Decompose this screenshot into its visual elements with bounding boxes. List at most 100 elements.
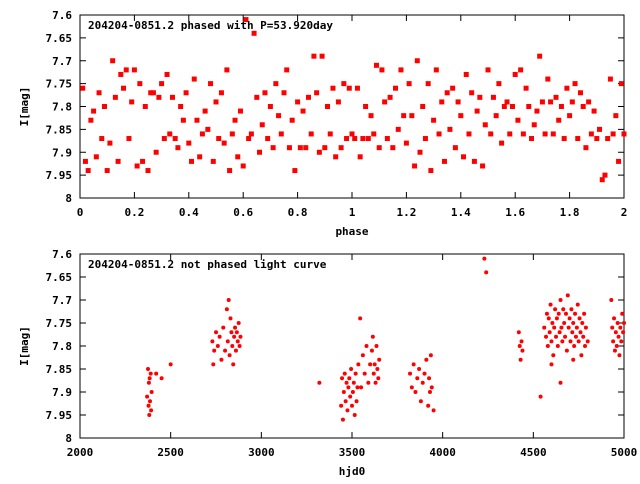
- data-point: [515, 117, 521, 123]
- data-point: [126, 136, 132, 142]
- data-point: [224, 307, 229, 312]
- data-point: [352, 413, 357, 417]
- data-point: [330, 85, 336, 91]
- data-point: [213, 99, 219, 105]
- data-point: [408, 371, 413, 376]
- phased-x-tick-label: 2: [621, 206, 628, 219]
- data-point: [159, 81, 165, 87]
- data-point: [156, 94, 162, 100]
- data-point: [327, 131, 333, 137]
- data-point: [246, 136, 252, 142]
- data-point: [578, 330, 583, 335]
- data-point: [414, 58, 420, 64]
- data-point: [360, 136, 366, 142]
- data-point: [415, 376, 420, 381]
- data-point: [189, 158, 195, 164]
- data-point: [348, 394, 353, 399]
- unphased-y-tick-label: 7.9: [52, 386, 72, 399]
- data-point: [576, 339, 581, 344]
- data-point: [482, 122, 488, 128]
- data-point: [499, 140, 505, 146]
- data-point: [413, 390, 418, 394]
- data-point: [436, 131, 442, 137]
- data-point: [218, 90, 224, 96]
- data-point: [409, 113, 415, 119]
- data-point: [237, 108, 243, 114]
- data-point: [248, 131, 254, 137]
- data-point: [333, 154, 339, 160]
- data-point: [583, 325, 588, 330]
- data-point: [214, 330, 218, 335]
- phased-data-points: [80, 17, 627, 183]
- data-point: [469, 90, 475, 96]
- data-point: [572, 344, 577, 348]
- data-point: [455, 99, 461, 105]
- data-point: [577, 90, 583, 96]
- data-point: [563, 334, 568, 339]
- data-point: [229, 330, 234, 335]
- phased-x-tick-label: 1.2: [396, 206, 416, 219]
- data-point: [345, 408, 350, 413]
- data-point: [344, 380, 349, 385]
- data-point: [286, 145, 292, 151]
- data-point: [228, 316, 233, 321]
- data-point: [424, 357, 429, 362]
- data-point: [582, 311, 587, 316]
- data-point: [433, 67, 439, 73]
- data-point: [539, 99, 545, 105]
- data-point: [568, 339, 573, 344]
- data-point: [554, 316, 559, 321]
- data-point: [145, 394, 150, 399]
- data-point: [551, 353, 556, 358]
- data-point: [344, 136, 350, 142]
- data-point: [363, 104, 369, 109]
- data-point: [229, 131, 235, 137]
- data-point: [581, 334, 586, 339]
- phased-panel: 7.6 7.65 7.7 7.75 7.8 7.85 7.9 7.95 8 0 0.2 0.4 0.6…: [18, 9, 627, 238]
- unphased-y-tick-label: 7.95: [46, 409, 73, 422]
- data-point: [573, 311, 578, 316]
- data-point: [289, 117, 295, 123]
- data-point: [104, 168, 110, 174]
- data-point: [82, 158, 88, 164]
- data-point: [225, 339, 230, 344]
- data-point: [281, 90, 287, 96]
- data-point: [121, 85, 127, 91]
- data-point: [341, 390, 346, 394]
- data-point: [357, 154, 363, 160]
- phased-x-axis-label: phase: [335, 225, 368, 238]
- data-point: [96, 90, 102, 96]
- data-point: [621, 131, 627, 137]
- unphased-x-tick-label: 5000: [611, 446, 638, 459]
- data-point: [372, 362, 377, 367]
- data-point: [85, 168, 91, 174]
- data-point: [409, 385, 414, 390]
- data-point: [564, 85, 570, 91]
- data-point: [412, 163, 418, 169]
- data-point: [406, 81, 412, 87]
- unphased-data-points: [145, 256, 626, 422]
- unphased-x-axis-label: hjd0: [339, 465, 366, 478]
- data-point: [569, 307, 574, 312]
- data-point: [233, 325, 238, 330]
- phased-plot-title: 204204-0851.2 phased with P=53.920day: [88, 19, 333, 32]
- data-point: [373, 380, 378, 385]
- unphased-x-axis: 2000 2500 3000 3500 4000 4500 5000: [67, 254, 638, 459]
- data-point: [520, 348, 525, 353]
- data-point: [471, 158, 477, 164]
- data-point: [562, 321, 567, 325]
- data-point: [219, 357, 224, 362]
- data-point: [570, 330, 575, 335]
- data-point: [273, 81, 279, 87]
- data-point: [618, 325, 623, 330]
- data-point: [365, 136, 371, 142]
- data-point: [202, 108, 208, 114]
- data-point: [616, 334, 621, 339]
- data-point: [137, 81, 143, 87]
- data-point: [447, 126, 453, 132]
- data-point: [335, 99, 341, 105]
- data-point: [586, 99, 592, 105]
- data-point: [573, 334, 578, 339]
- data-point: [534, 108, 540, 114]
